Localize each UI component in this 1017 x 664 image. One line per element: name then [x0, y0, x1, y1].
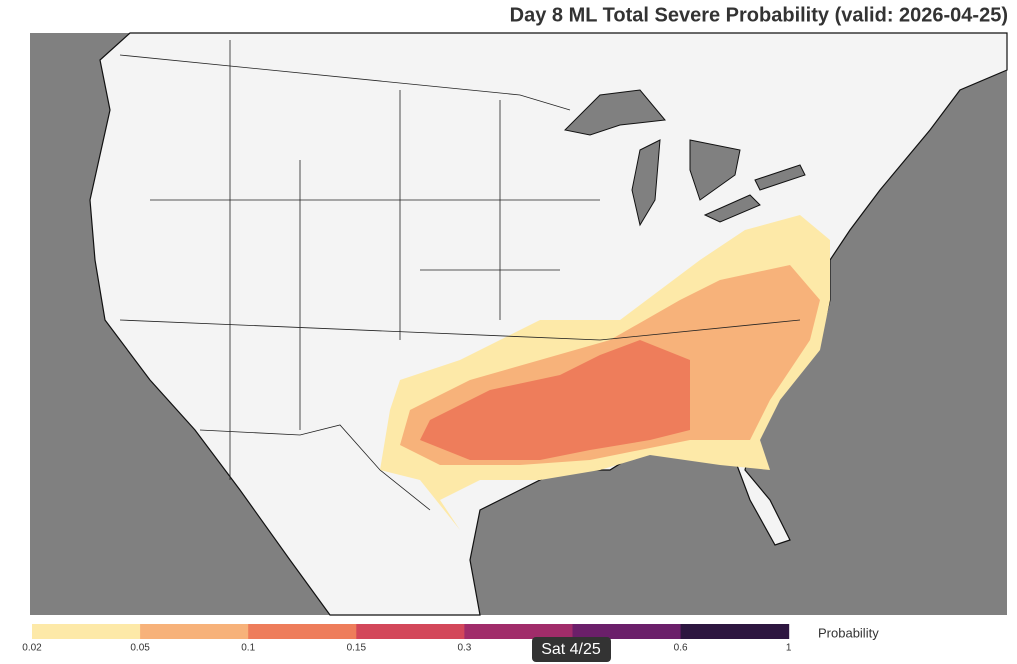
colorbar-tick-label: 0.3 — [457, 643, 471, 654]
colorbar-tick-label: 1 — [786, 643, 792, 654]
colorbar-label: Probability — [818, 625, 879, 640]
colorbar-segment — [140, 624, 249, 639]
map — [30, 32, 1008, 616]
colorbar-tick-label: 0.05 — [130, 643, 150, 654]
borders — [119, 40, 801, 511]
colorbar-tick-label: 0.1 — [241, 643, 255, 654]
colorbar-segment — [572, 624, 682, 639]
lake — [631, 139, 661, 227]
colorbar-tick-label: 0.02 — [22, 643, 42, 654]
lake — [689, 139, 741, 201]
colorbar-segment — [32, 624, 141, 639]
colorbar-segment — [680, 624, 790, 639]
colorbar: Probability 0.02 0.05 0.1 0.15 0.3 0.6 1 — [22, 624, 879, 654]
colorbar-segment — [464, 624, 573, 639]
map-title: Day 8 ML Total Severe Probability (valid… — [510, 4, 1008, 26]
lake — [563, 89, 666, 136]
prob-0.1 — [420, 340, 690, 460]
colorbar-tick-label: 0.6 — [674, 643, 688, 654]
colorbar-segment — [356, 624, 465, 639]
colorbar-segment — [248, 624, 357, 639]
time-badge[interactable]: Sat 4/25 — [532, 637, 611, 662]
colorbar-tick-label: 0.15 — [347, 643, 367, 654]
lake — [754, 164, 806, 191]
badge-box[interactable] — [532, 637, 611, 662]
badge-text[interactable]: Sat 4/25 — [541, 641, 601, 658]
lake — [703, 194, 761, 223]
